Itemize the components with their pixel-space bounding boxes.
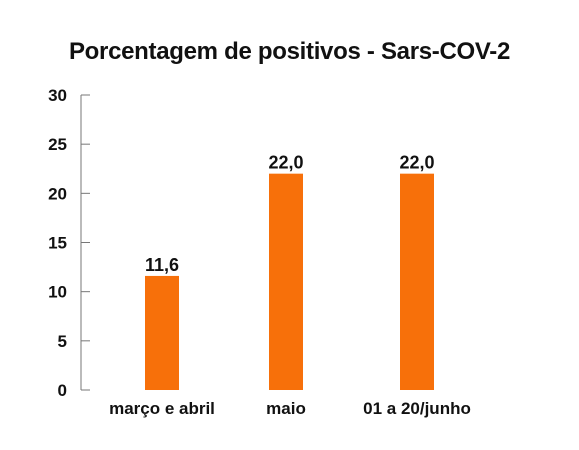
data-label: 11,6 bbox=[145, 255, 179, 275]
bar bbox=[269, 173, 303, 390]
data-label: 22,0 bbox=[268, 153, 303, 173]
y-tick-label: 30 bbox=[48, 86, 67, 105]
y-tick-label: 10 bbox=[48, 283, 67, 302]
category-label: maio bbox=[266, 399, 306, 418]
bar bbox=[145, 275, 179, 390]
y-tick-label: 15 bbox=[48, 234, 67, 253]
y-tick-label: 0 bbox=[58, 381, 67, 400]
category-label: 01 a 20/junho bbox=[363, 399, 471, 418]
chart-title: Porcentagem de positivos - Sars-COV-2 bbox=[68, 38, 511, 65]
bar bbox=[400, 173, 434, 390]
labels: 11,6 março e abril 22,0 maio 22,0 01 a 20/jun… bbox=[109, 153, 471, 418]
data-label: 22,0 bbox=[399, 153, 434, 173]
bars bbox=[145, 173, 434, 390]
axes: 0 5 10 15 20 25 30 bbox=[48, 86, 90, 400]
category-label: março e abril bbox=[109, 399, 215, 418]
y-tick-label: 5 bbox=[58, 332, 67, 351]
y-tick-label: 25 bbox=[48, 135, 67, 154]
y-tick-label: 20 bbox=[48, 184, 67, 203]
